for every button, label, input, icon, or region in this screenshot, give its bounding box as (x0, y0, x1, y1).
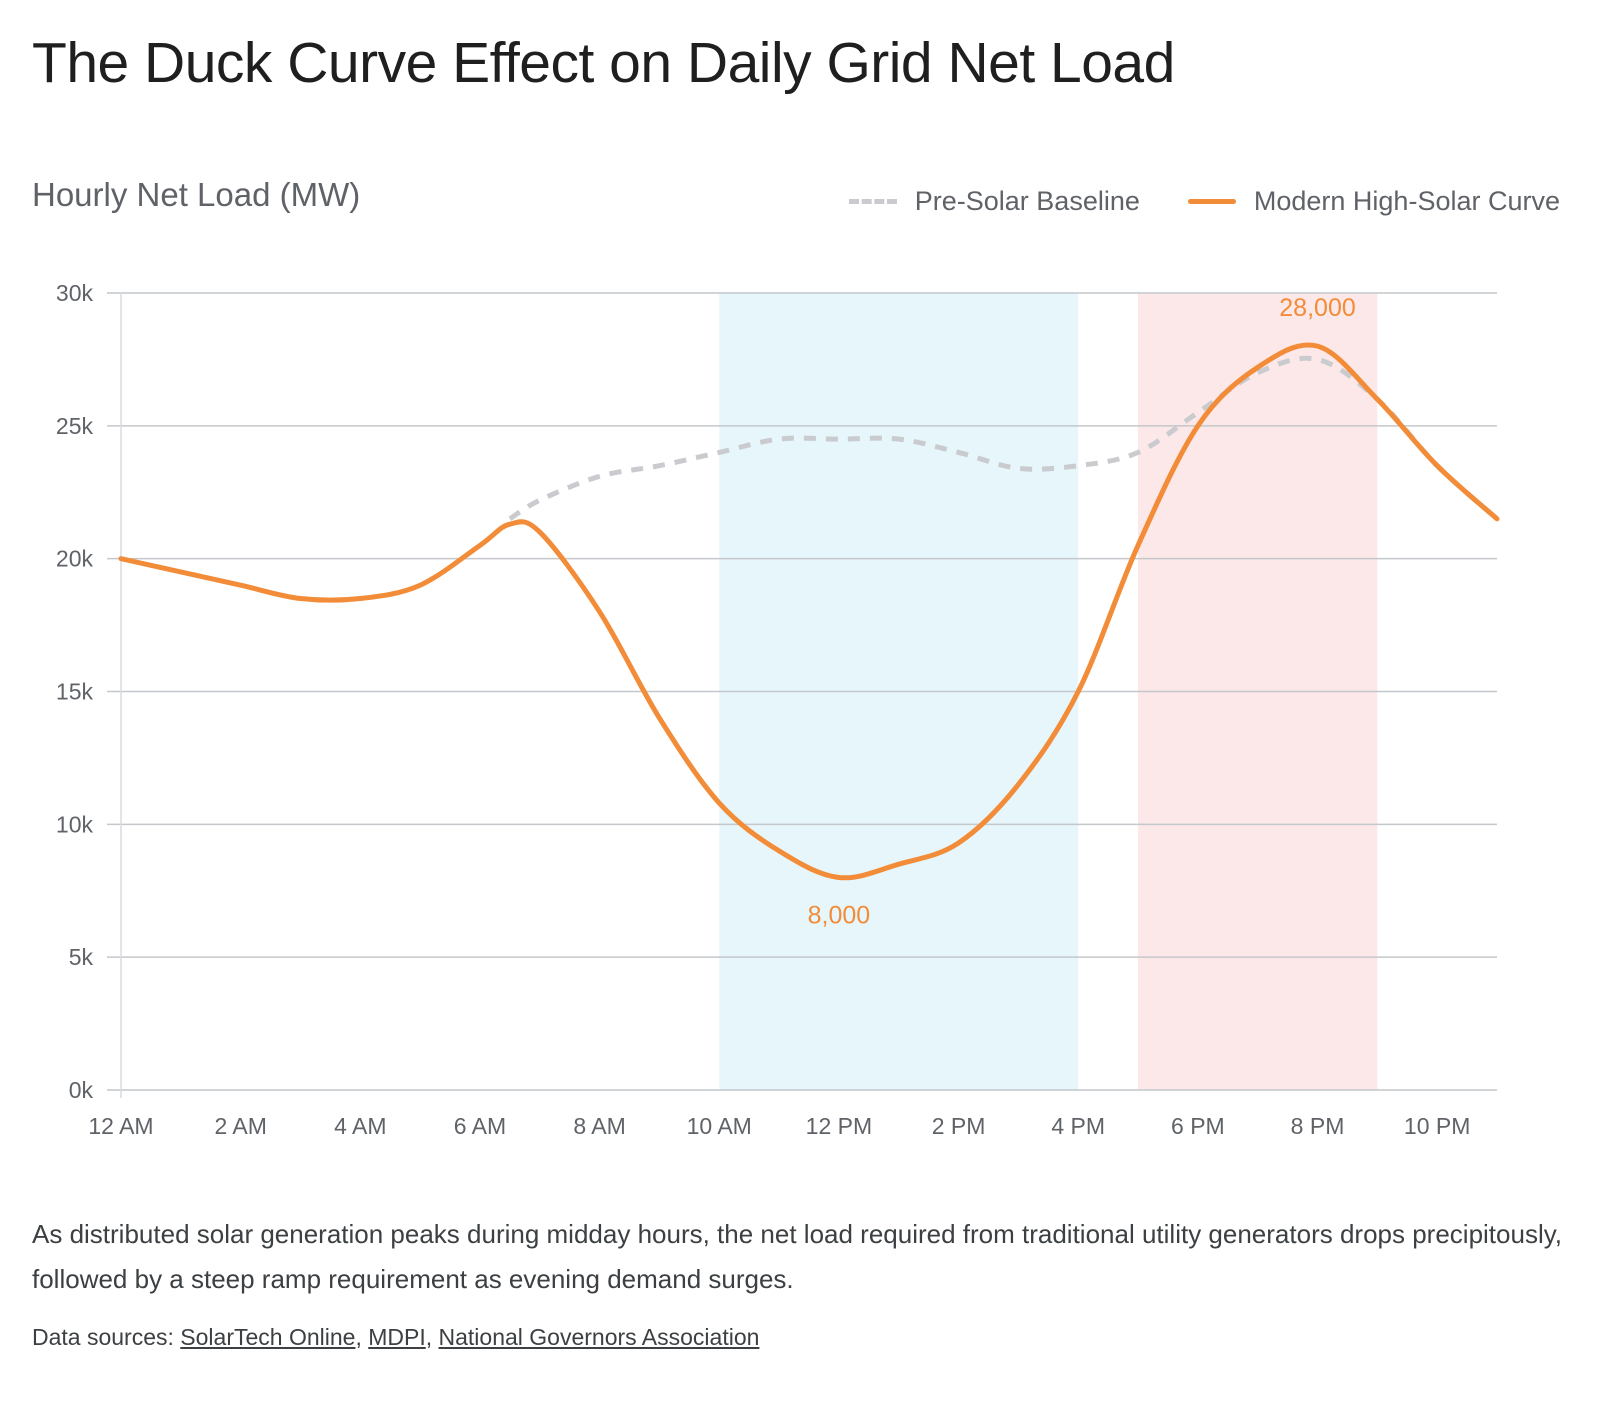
grid-lines (107, 292, 1497, 1098)
x-tick-label: 4 PM (1051, 1113, 1105, 1139)
y-tick-label: 20k (56, 546, 94, 572)
y-tick-label: 5k (69, 944, 94, 970)
x-tick-label: 12 AM (88, 1113, 153, 1139)
legend-item-modern: Modern High-Solar Curve (1187, 186, 1560, 217)
series-lines (118, 342, 1500, 881)
data-sources: Data sources: SolarTech Online, MDPI, Na… (32, 1324, 759, 1351)
series-line-modern (118, 342, 1500, 881)
legend-label-modern: Modern High-Solar Curve (1253, 186, 1560, 216)
x-tick-label: 6 PM (1171, 1113, 1225, 1139)
source-link-mdpi[interactable]: MDPI (368, 1324, 426, 1350)
x-tick-label: 6 AM (454, 1113, 506, 1139)
sources-separator: , (355, 1324, 369, 1350)
x-tick-label: 12 PM (806, 1113, 872, 1139)
data-label-max: 28,000 (1279, 294, 1355, 322)
chart-title: The Duck Curve Effect on Daily Grid Net … (32, 31, 1175, 95)
legend-label-baseline: Pre-Solar Baseline (914, 186, 1140, 216)
x-tick-label: 8 PM (1291, 1113, 1345, 1139)
y-tick-label: 25k (56, 413, 94, 439)
sources-prefix: Data sources: (32, 1324, 181, 1350)
line-chart: 0k 5k 10k 15k 20k 25k 30k 12 AM 2 AM 4 AM 6 AM 8 A… (56, 280, 1500, 1139)
series-line-baseline (508, 355, 1499, 521)
x-tick-label: 2 PM (932, 1113, 986, 1139)
y-tick-label: 30k (56, 280, 94, 306)
y-tick-label: 10k (56, 811, 94, 837)
y-axis-ticks: 0k 5k 10k 15k 20k 25k 30k (56, 280, 94, 1103)
chart-description: As distributed solar generation peaks du… (32, 1219, 1563, 1294)
data-labels: 8,000 28,000 (808, 294, 1356, 929)
x-tick-label: 10 AM (687, 1113, 752, 1139)
x-tick-label: 8 AM (573, 1113, 625, 1139)
data-label-min: 8,000 (808, 901, 871, 929)
y-tick-label: 15k (56, 679, 94, 705)
sources-separator: , (425, 1324, 439, 1350)
chart-subtitle: Hourly Net Load (MW) (32, 176, 361, 213)
y-tick-label: 0k (69, 1077, 94, 1103)
x-tick-label: 2 AM (214, 1113, 266, 1139)
x-axis-ticks: 12 AM 2 AM 4 AM 6 AM 8 AM 10 AM 12 PM 2 PM 4 PM 6… (88, 1113, 1470, 1139)
source-link-solartech[interactable]: SolarTech Online (180, 1324, 356, 1350)
legend-swatch-modern (1187, 199, 1236, 204)
source-link-nga[interactable]: National Governors Association (438, 1324, 760, 1350)
legend-swatch-baseline (848, 199, 897, 204)
chart-legend: Pre-Solar Baseline Modern High-Solar Cur… (801, 186, 1560, 217)
legend-item-baseline: Pre-Solar Baseline (848, 186, 1140, 217)
x-tick-label: 4 AM (334, 1113, 386, 1139)
x-tick-label: 10 PM (1404, 1113, 1470, 1139)
